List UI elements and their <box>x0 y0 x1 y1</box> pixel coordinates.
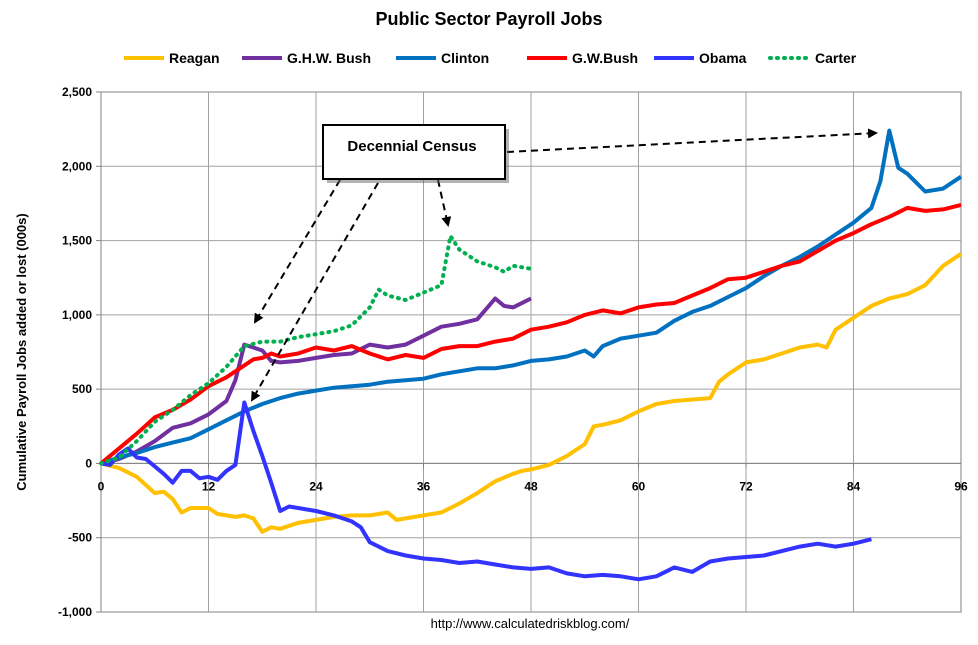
chart-title: Public Sector Payroll Jobs <box>375 9 602 29</box>
x-tick-label: 84 <box>847 479 861 493</box>
source-url: http://www.calculatedriskblog.com/ <box>431 616 630 631</box>
annotation-box: Decennial Census <box>322 124 509 183</box>
x-tick-label: 36 <box>417 479 431 493</box>
series-line-clinton <box>100 128 963 466</box>
x-tick-label: 72 <box>739 479 753 493</box>
series-line-reagan <box>100 252 963 534</box>
y-tick-label: 0 <box>85 456 92 470</box>
y-tick-label: 1,500 <box>62 234 92 248</box>
y-axis-ticks: -1,000 -500 0 500 1,000 1,500 2,000 2,500 <box>58 85 101 619</box>
annotation-arrow <box>506 128 878 153</box>
legend-label-obama: Obama <box>699 50 747 66</box>
legend-label-clinton: Clinton <box>441 50 489 66</box>
x-tick-label: 60 <box>632 479 646 493</box>
legend-label-reagan: Reagan <box>169 50 220 66</box>
series-line-g-h-w-bush <box>100 296 532 466</box>
series-line-obama <box>100 400 872 582</box>
series-lines <box>99 128 963 582</box>
y-tick-label: -1,000 <box>58 605 92 619</box>
x-tick-label: 0 <box>98 479 105 493</box>
series-line-carter <box>99 234 533 466</box>
annotation-arrow <box>250 182 379 402</box>
annotation-text: Decennial Census <box>347 138 476 155</box>
x-axis-ticks: 0 12 24 36 48 60 72 84 96 <box>98 462 968 493</box>
legend-label-g-w-bush: G.W.Bush <box>572 50 638 66</box>
annotation-arrow <box>437 179 452 227</box>
y-tick-label: -500 <box>68 531 92 545</box>
x-tick-label: 12 <box>202 479 216 493</box>
y-tick-label: 500 <box>72 382 92 396</box>
x-tick-label: 48 <box>524 479 538 493</box>
x-tick-label: 24 <box>309 479 323 493</box>
y-tick-label: 1,000 <box>62 308 92 322</box>
annotation-arrows <box>250 128 878 402</box>
y-axis-label: Cumulative Payroll Jobs added or lost (0… <box>14 213 29 490</box>
annotation-arrow <box>253 179 341 324</box>
y-tick-label: 2,000 <box>62 159 92 173</box>
y-tick-label: 2,500 <box>62 85 92 99</box>
series-line-g-w-bush <box>99 202 962 465</box>
x-tick-label: 96 <box>954 479 968 493</box>
legend-label-g-h-w-bush: G.H.W. Bush <box>287 50 371 66</box>
legend-label-carter: Carter <box>815 50 857 66</box>
legend: Reagan G.H.W. Bush Clinton G.W.Bush Obama Car… <box>124 50 857 66</box>
